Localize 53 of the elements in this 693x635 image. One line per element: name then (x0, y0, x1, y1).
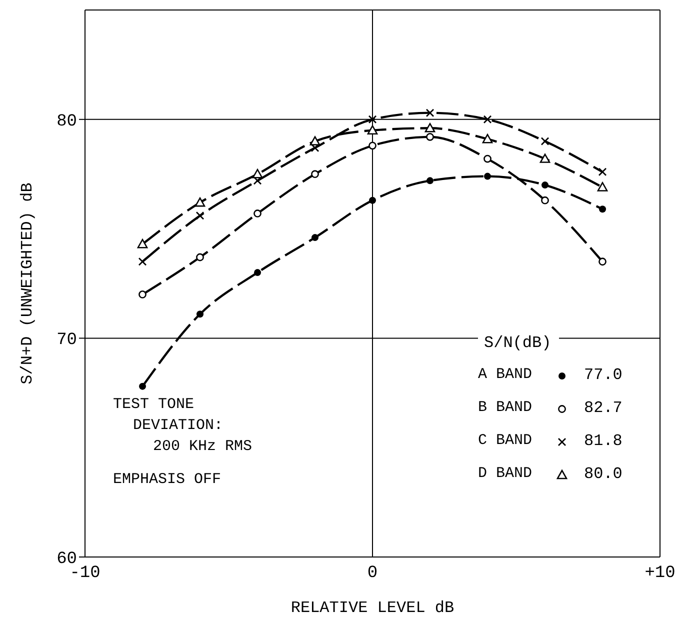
point (482, 134, 493, 144)
point (196, 211, 204, 220)
point (311, 170, 319, 178)
annotation: 200 KHz RMS (152, 437, 252, 457)
point (367, 125, 378, 134)
legend-label: D BAND (478, 465, 534, 482)
annotation: DEVIATION: (132, 416, 224, 436)
annotation: 80.0 (584, 464, 622, 482)
point (541, 196, 549, 204)
legend-label: A BAND (478, 366, 534, 383)
point (368, 115, 377, 124)
point (368, 142, 376, 150)
x-tick-label: 0 (367, 564, 378, 584)
point (196, 310, 204, 318)
point (254, 210, 262, 218)
annotation: 77.0 (584, 366, 622, 384)
point (196, 253, 204, 262)
point (483, 115, 492, 124)
legend-label: B BAND (478, 399, 534, 416)
point (484, 154, 492, 163)
point (484, 172, 491, 180)
point (426, 132, 434, 141)
point (138, 257, 147, 266)
annotation: EMPHASIS OFF (113, 470, 222, 490)
point (542, 182, 548, 189)
point (540, 154, 550, 163)
legend-title: S/N(dB) (478, 334, 560, 352)
x-tick-label: +10 (644, 564, 676, 584)
point (424, 123, 436, 132)
point (312, 234, 318, 242)
point (540, 137, 550, 146)
y-axis-title: S/N+D (UNWEIGHTED) dB (18, 182, 37, 384)
x-axis-title: RELATIVE LEVEL dB (290, 599, 454, 617)
point (139, 382, 146, 390)
legend-label: C BAND (478, 432, 534, 449)
point (426, 177, 434, 184)
point (138, 290, 146, 298)
point (252, 168, 263, 178)
point (598, 168, 607, 176)
point (598, 258, 606, 266)
y-tick-label: 70 (56, 331, 77, 350)
point (254, 269, 261, 276)
annotation: 82.7 (584, 398, 622, 416)
point (426, 108, 434, 118)
annotation: TEST TONE (113, 395, 196, 415)
point (597, 182, 608, 192)
point (194, 197, 206, 207)
y-tick-label: 80 (56, 112, 77, 132)
point (599, 206, 606, 213)
point (369, 196, 376, 204)
point (137, 238, 148, 248)
point (310, 136, 320, 146)
annotation: 81.8 (584, 432, 622, 450)
